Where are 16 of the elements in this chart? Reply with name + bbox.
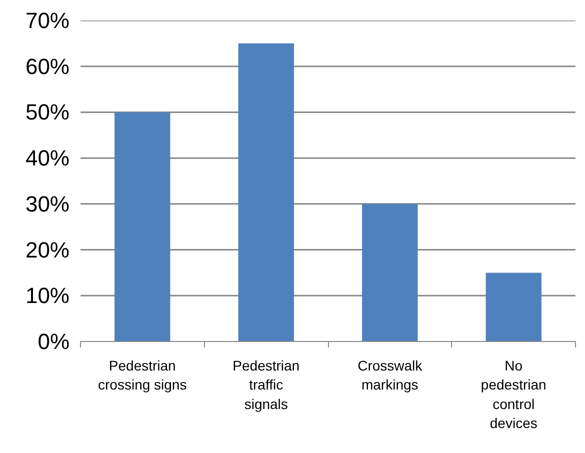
- y-tick-label: 40%: [25, 146, 70, 171]
- x-tick-label: Pedestrian crossing signs: [98, 358, 187, 393]
- x-tick-label: Crosswalk markings: [358, 358, 424, 393]
- x-tick-label: Pedestrian traffic signals: [232, 358, 300, 412]
- y-tick-label: 50%: [25, 100, 70, 125]
- y-tick-label: 60%: [25, 54, 70, 79]
- x-tick-label: No pedestrian control devices: [480, 358, 546, 432]
- y-tick-label: 20%: [25, 237, 70, 262]
- bar: [362, 204, 418, 342]
- y-tick-label: 10%: [25, 283, 70, 308]
- bar: [486, 272, 542, 342]
- y-tick-label: 30%: [25, 191, 70, 216]
- y-tick-label: 70%: [25, 8, 70, 33]
- y-tick-label: 0%: [38, 329, 70, 354]
- bar: [238, 43, 294, 342]
- bar: [114, 112, 170, 342]
